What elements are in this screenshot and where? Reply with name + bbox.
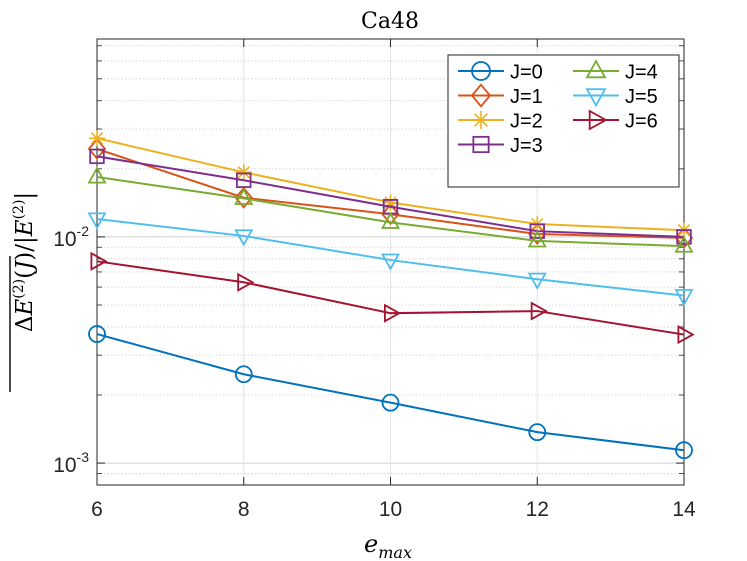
legend-entry: J=4 [573,59,658,84]
legend-entry: J=2 [458,111,543,133]
y-tick-label: 10-3 [53,449,89,477]
data-point [234,186,253,209]
data-point [380,211,401,229]
data-point [530,301,548,321]
legend-marker [588,109,608,131]
data-point [236,172,252,188]
legend-label: J=5 [625,86,658,108]
series-line [96,155,685,238]
data-point [529,223,545,239]
data-point [234,229,254,247]
data-point [234,365,253,384]
legend-entry: J=0 [458,61,543,84]
x-tick-label: 14 [672,498,696,521]
data-point [234,187,254,205]
legend-entry: J=6 [573,109,658,133]
y-tick-labels: 10-3 10-2 [53,223,89,477]
chart-title: Ca48 [361,9,419,34]
series-j5 [87,212,694,307]
x-axis-label: emax [364,530,412,561]
y-axis-label-text: ΔE(2)(J)/|E(2)| [11,192,38,332]
data-point [237,272,255,292]
x-tick-label: 8 [238,498,250,521]
data-point [527,230,547,248]
series-line [96,333,685,452]
series-j3 [89,148,692,245]
legend-label: J=2 [510,111,543,133]
data-point [677,325,695,345]
data-point [383,303,402,323]
series-j6 [90,251,695,345]
data-point [381,393,400,412]
legend-entry: J=5 [573,86,658,108]
legend-marker [472,111,490,129]
legend-entry: J=3 [458,135,543,157]
data-point [675,441,693,460]
legend: J=0J=1 J=2J=3 J=4J=5 J=6 [447,54,680,188]
x-tick-label: 12 [526,498,549,521]
x-tick-labels: 6 8 10 12 14 [91,498,696,521]
data-point [235,164,252,181]
series-line [96,260,685,336]
legend-label: J=0 [510,62,543,84]
legend-label: J=4 [625,62,658,84]
data-point [676,229,692,245]
legend-label: J=6 [625,111,658,133]
data-point [89,130,105,147]
legend-marker [585,59,607,79]
data-point [381,203,400,226]
data-point [87,137,107,160]
x-tick-label: 10 [379,498,402,521]
series-layer [87,130,695,460]
legend-marker [471,61,491,81]
x-axis-label-base: e [364,530,378,558]
data-point [674,235,694,253]
y-axis-label: ΔE(2)(J)/|E(2)| [9,192,38,392]
data-point [88,325,106,343]
legend-marker [472,135,490,154]
legend-label: J=3 [510,135,543,157]
x-tick-label: 6 [91,498,103,521]
legend-label: J=1 [510,86,543,108]
data-point [89,148,105,165]
data-point [87,212,107,230]
series-line [96,218,685,297]
x-axis-label-sub: max [378,543,412,561]
series-line [96,176,685,248]
y-tick-label: 10-2 [53,223,89,251]
data-point [90,251,108,271]
data-point [380,253,401,271]
legend-entry: J=1 [458,83,543,108]
series-j4 [87,166,694,253]
series-j0 [88,325,693,460]
data-point [528,423,547,442]
legend-marker [470,83,492,108]
data-point [674,289,694,307]
legend-marker [585,88,607,108]
data-point [527,272,547,290]
data-point [87,166,107,184]
